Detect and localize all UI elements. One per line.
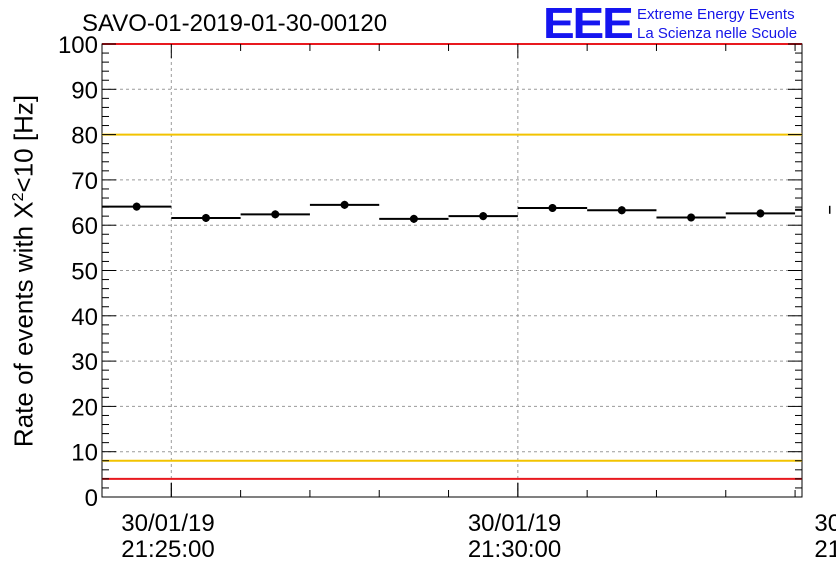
data-point	[617, 206, 626, 215]
x-tick-label-time: 21:35:0	[814, 536, 836, 563]
reference-lines	[102, 43, 802, 480]
y-tick-label: 50	[71, 259, 98, 286]
data-point	[687, 213, 696, 222]
x-tick-label-date: 30/01/1	[814, 510, 836, 537]
logo-text-line1: Extreme Energy Events	[637, 6, 795, 23]
y-tick-label: 80	[71, 123, 98, 150]
chart-title: SAVO-01-2019-01-30-00120	[82, 10, 388, 37]
data-point	[132, 202, 141, 211]
data-point	[271, 210, 280, 219]
data-point	[756, 209, 765, 218]
data-point	[201, 213, 210, 222]
logo-text-line2: La Scienza nelle Scuole	[637, 25, 798, 42]
data-point	[479, 212, 488, 221]
x-tick-label-time: 21:25:00	[121, 536, 214, 563]
y-tick-label: 100	[58, 32, 98, 59]
data-point	[340, 200, 349, 209]
y-tick-label: 60	[71, 213, 98, 240]
y-tick-label: 10	[71, 440, 98, 467]
x-tick-label-date: 30/01/19	[468, 510, 561, 537]
tick-labels: 010203040506070809010030/01/1921:25:0030…	[58, 32, 836, 563]
y-tick-label: 90	[71, 77, 98, 104]
y-tick-label: 40	[71, 304, 98, 331]
data-point	[409, 214, 418, 223]
y-tick-label: 70	[71, 168, 98, 195]
axis-ticks	[101, 43, 802, 498]
data-points	[102, 200, 831, 223]
x-tick-label-date: 30/01/19	[121, 510, 214, 537]
y-tick-label: 30	[71, 349, 98, 376]
x-tick-label-time: 21:30:00	[468, 536, 561, 563]
y-tick-label: 20	[71, 394, 98, 421]
grid-layer	[102, 44, 802, 497]
y-tick-label: 0	[85, 485, 98, 512]
eee-logo: EEE	[543, 0, 634, 48]
data-point	[548, 203, 557, 212]
